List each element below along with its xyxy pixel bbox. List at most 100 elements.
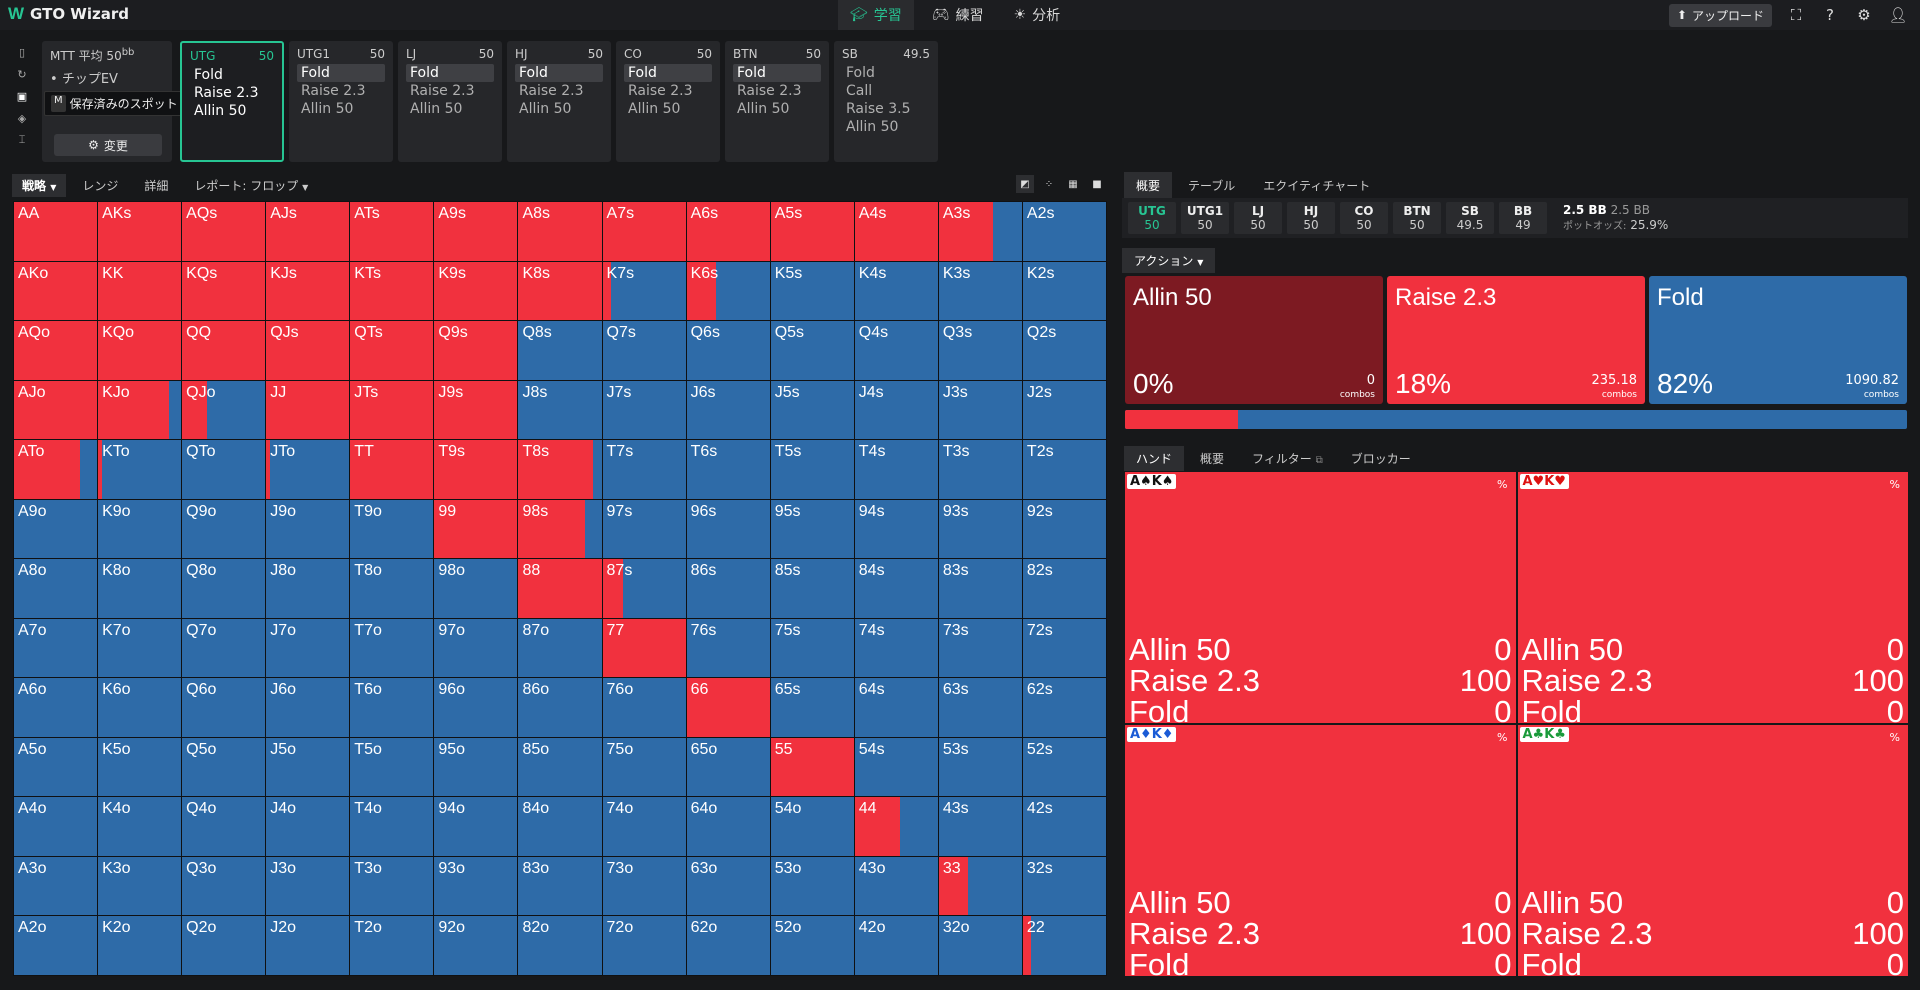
position-action-option[interactable]: Allin 50 — [846, 119, 899, 135]
hand-cell[interactable]: A6s — [686, 202, 770, 261]
hand-cell[interactable]: T6o — [350, 678, 434, 737]
hand-cell[interactable]: 32o — [938, 916, 1022, 975]
hand-cell[interactable]: KQs — [182, 261, 266, 321]
hand-cell[interactable]: T9s — [434, 440, 518, 499]
hand-cell[interactable]: 86o — [518, 678, 602, 737]
position-action-option[interactable]: Allin 50 — [519, 101, 572, 117]
hand-cell[interactable]: 42s — [1022, 797, 1106, 856]
hand-cell[interactable]: 74o — [602, 797, 686, 856]
hand-cell[interactable]: QJs — [266, 321, 350, 380]
hand-cell[interactable]: 44 — [854, 797, 938, 856]
hand-cell[interactable]: AA — [14, 202, 98, 261]
hand-cell[interactable]: 43s — [938, 797, 1022, 856]
hand-cell[interactable]: 98o — [434, 559, 518, 618]
hand-cell[interactable]: J6o — [266, 678, 350, 737]
position-action-option[interactable]: Allin 50 — [410, 101, 463, 117]
hand-cell[interactable]: 72s — [1022, 618, 1106, 678]
hand-cell[interactable]: 97s — [602, 499, 686, 559]
action-box-allin[interactable]: Allin 50 0% 0 combos — [1125, 276, 1383, 404]
nav-tab-practice[interactable]: 🎮︎ 練習 — [920, 0, 996, 30]
position-card-lj[interactable]: LJ 50 Fold Raise 2.3 Allin 50 — [398, 41, 502, 162]
hand-cell[interactable]: K9o — [98, 499, 182, 559]
position-action-option[interactable]: Allin 50 — [628, 101, 681, 117]
hand-cell[interactable]: AQs — [182, 202, 266, 261]
hand-cell[interactable]: 94s — [854, 499, 938, 559]
hand-cell[interactable]: T9o — [350, 499, 434, 559]
hand-cell[interactable]: K2o — [98, 916, 182, 975]
hand-cell[interactable]: 99 — [434, 499, 518, 559]
hand-cell[interactable]: A9s — [434, 202, 518, 261]
hand-cell[interactable]: 77 — [602, 618, 686, 678]
hand-cell[interactable]: AJs — [266, 202, 350, 261]
hand-cell[interactable]: K4o — [98, 797, 182, 856]
tab-strategy[interactable]: 戦略 ▼ — [12, 174, 67, 197]
position-action-option[interactable]: Raise 2.3 — [737, 83, 802, 99]
position-card-utg1[interactable]: UTG1 50 Fold Raise 2.3 Allin 50 — [289, 41, 393, 162]
hand-cell[interactable]: J8s — [518, 380, 602, 440]
hand-cell[interactable]: 72o — [602, 916, 686, 975]
hand-cell[interactable]: ATo — [14, 440, 98, 499]
tab-hand[interactable]: ハンド — [1124, 446, 1185, 471]
hand-cell[interactable]: 22 — [1022, 916, 1106, 975]
combo-box[interactable]: A♣K♣% Allin 50 0 Raise 2.3 100 Fold 0 — [1517, 725, 1908, 976]
position-card-btn[interactable]: BTN 50 Fold Raise 2.3 Allin 50 — [725, 41, 829, 162]
hand-cell[interactable]: 88 — [518, 559, 602, 618]
app-logo[interactable]: W GTO Wizard — [8, 4, 129, 24]
hand-cell[interactable]: T3o — [350, 856, 434, 916]
hand-cell[interactable]: 62s — [1022, 678, 1106, 737]
position-action-option[interactable]: Fold — [733, 64, 821, 82]
hand-cell[interactable]: 74s — [854, 618, 938, 678]
position-action-option[interactable]: Allin 50 — [737, 101, 790, 117]
nav-tab-analyze[interactable]: ☀ 分析 — [1002, 0, 1073, 30]
hand-cell[interactable]: J2o — [266, 916, 350, 975]
hand-cell[interactable]: 96s — [686, 499, 770, 559]
hand-cell[interactable]: 95o — [434, 737, 518, 797]
combo-box[interactable]: A♠K♠% Allin 50 0 Raise 2.3 100 Fold 0 — [1125, 472, 1516, 723]
seat-utg[interactable]: UTG 50 — [1128, 202, 1176, 234]
hand-cell[interactable]: 65o — [686, 737, 770, 797]
action-box-fold[interactable]: Fold 82% 1090.82 combos — [1649, 276, 1907, 404]
hand-cell[interactable]: T5s — [770, 440, 854, 499]
hand-cell[interactable]: Q9o — [182, 499, 266, 559]
hand-cell[interactable]: 53s — [938, 737, 1022, 797]
position-action-option[interactable]: Fold — [515, 64, 603, 82]
hand-cell[interactable]: 82s — [1022, 559, 1106, 618]
hand-cell[interactable]: Q2o — [182, 916, 266, 975]
seat-lj[interactable]: LJ 50 — [1234, 202, 1282, 234]
hand-cell[interactable]: T6s — [686, 440, 770, 499]
seat-hj[interactable]: HJ 50 — [1287, 202, 1335, 234]
hand-cell[interactable]: KQo — [98, 321, 182, 380]
tab-detail[interactable]: 詳細 — [134, 174, 178, 197]
hand-cell[interactable]: J6s — [686, 380, 770, 440]
hand-cell[interactable]: 97o — [434, 618, 518, 678]
hand-cell[interactable]: 87o — [518, 618, 602, 678]
hand-cell[interactable]: K8s — [518, 261, 602, 321]
position-action-option[interactable]: Fold — [624, 64, 712, 82]
hand-cell[interactable]: 92s — [1022, 499, 1106, 559]
hand-cell[interactable]: A8s — [518, 202, 602, 261]
hand-cell[interactable]: 82o — [518, 916, 602, 975]
hand-cell[interactable]: T8o — [350, 559, 434, 618]
hand-cell[interactable]: 54o — [770, 797, 854, 856]
hand-cell[interactable]: QTo — [182, 440, 266, 499]
stack-icon[interactable]: ⌶ — [18, 133, 26, 146]
hand-cell[interactable]: JTo — [266, 440, 350, 499]
hand-cell[interactable]: 73s — [938, 618, 1022, 678]
hand-cell[interactable]: J7o — [266, 618, 350, 678]
hand-cell[interactable]: 33 — [938, 856, 1022, 916]
hand-cell[interactable]: K8o — [98, 559, 182, 618]
seat-utg1[interactable]: UTG1 50 — [1181, 202, 1229, 234]
hand-cell[interactable]: T7s — [602, 440, 686, 499]
position-action-option[interactable]: Raise 2.3 — [301, 83, 366, 99]
hand-cell[interactable]: JJ — [266, 380, 350, 440]
hand-cell[interactable]: 32s — [1022, 856, 1106, 916]
hand-cell[interactable]: T5o — [350, 737, 434, 797]
hand-cell[interactable]: K7o — [98, 618, 182, 678]
change-button[interactable]: ⚙ 変更 — [54, 134, 162, 156]
position-action-option[interactable]: Allin 50 — [194, 103, 247, 119]
hand-cell[interactable]: 73o — [602, 856, 686, 916]
hand-cell[interactable]: K5o — [98, 737, 182, 797]
hand-cell[interactable]: 75o — [602, 737, 686, 797]
hand-cell[interactable]: A9o — [14, 499, 98, 559]
help-icon[interactable]: ? — [1826, 6, 1834, 24]
